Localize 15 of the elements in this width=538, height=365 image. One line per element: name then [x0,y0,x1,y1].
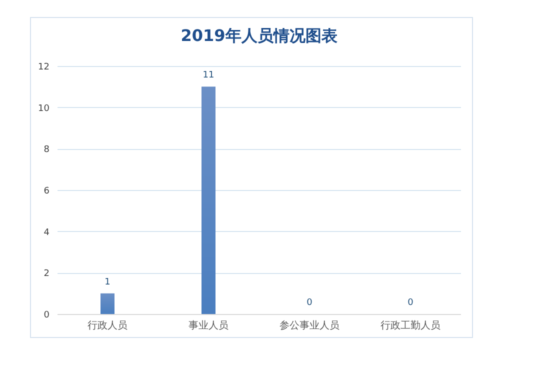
x-tick-label: 行政人员 [88,320,128,332]
data-label: 0 [408,298,414,308]
y-tick-label: 0 [44,310,50,320]
data-label: 0 [306,298,313,308]
data-label: 1 [104,277,110,288]
y-tick-label: 4 [44,228,50,238]
y-tick-label: 8 [44,145,50,156]
x-tick-label: 参公事业人员 [280,320,340,332]
y-tick-label: 12 [38,62,50,72]
y-tick-label: 6 [44,186,50,196]
y-tick-label: 10 [38,104,50,114]
y-tick-label: 2 [44,269,50,280]
x-tick-label: 行政工勤人员 [380,320,440,332]
x-tick-label: 事业人员 [188,320,228,332]
data-label: 11 [202,70,214,81]
